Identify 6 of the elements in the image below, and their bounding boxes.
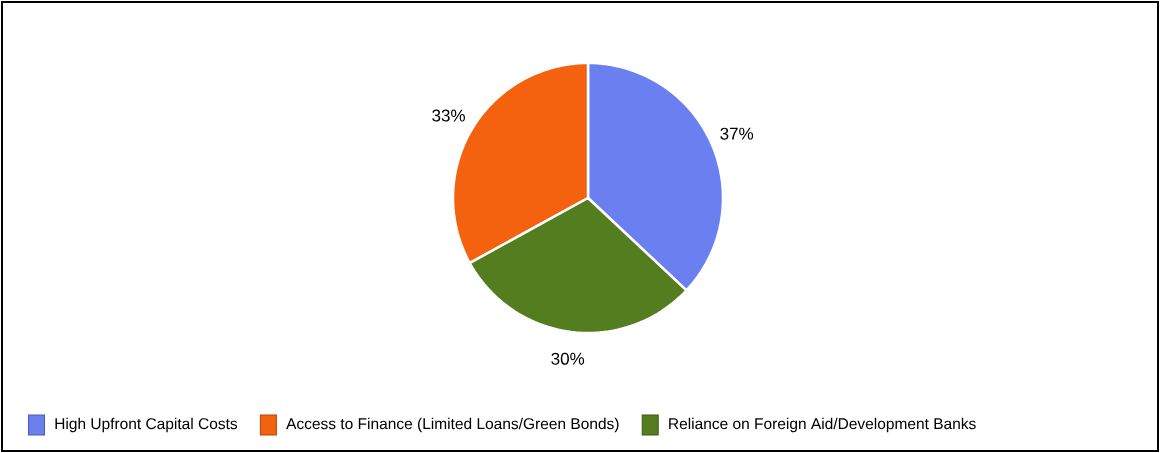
data-label: 33% [432, 109, 465, 122]
legend-label: Reliance on Foreign Aid/Development Banks [669, 417, 976, 433]
data-label: 30% [551, 352, 585, 365]
data-label: 37% [720, 127, 754, 140]
legend-label: Access to Finance (Limited Loans/Green Bonds) [286, 417, 619, 433]
legend-label: High Upfront Capital Costs [55, 417, 238, 433]
